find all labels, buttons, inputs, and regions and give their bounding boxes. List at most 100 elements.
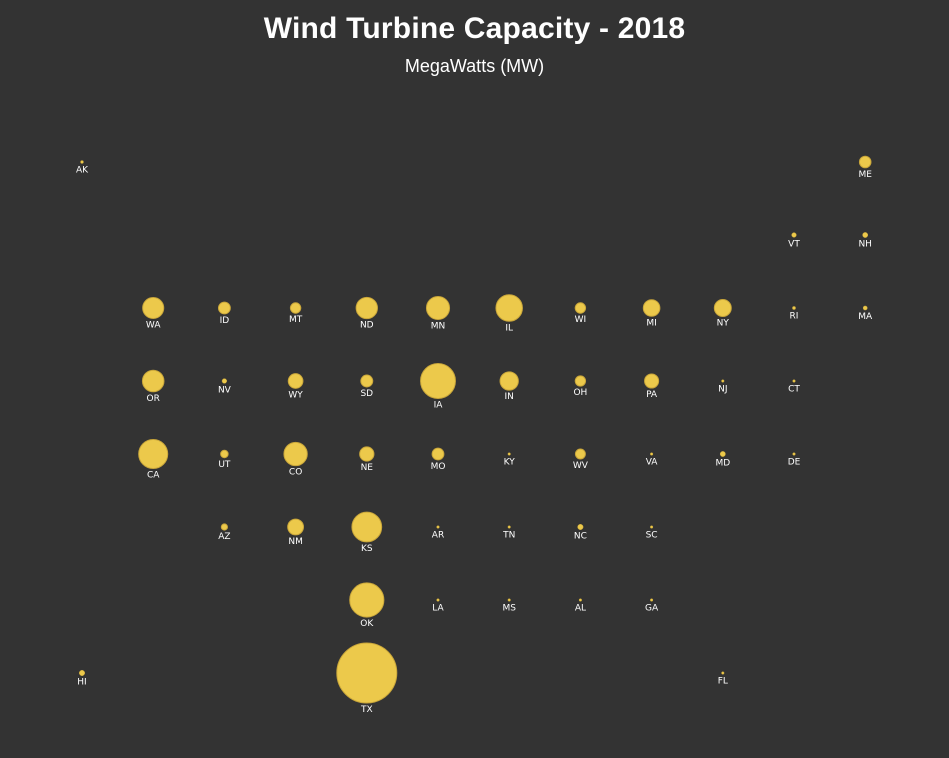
bubble-tn[interactable] (507, 525, 511, 529)
state-label-ct: CT (788, 384, 800, 394)
state-label-tx: TX (360, 705, 373, 715)
bubble-nv[interactable] (221, 378, 227, 384)
bubble-ca[interactable] (138, 438, 169, 470)
state-label-oh: OH (573, 388, 587, 398)
bubble-ar[interactable] (436, 525, 440, 529)
state-label-il: IL (505, 323, 513, 333)
state-label-ak: AK (76, 166, 89, 176)
state-label-ma: MA (858, 312, 873, 322)
bubble-ny[interactable] (713, 299, 732, 317)
state-label-ok: OK (360, 619, 374, 629)
state-label-mt: MT (289, 315, 303, 325)
bubble-la[interactable] (436, 598, 440, 602)
state-label-ks: KS (361, 544, 373, 554)
state-label-mn: MN (431, 322, 446, 332)
state-label-ne: NE (361, 463, 374, 473)
bubble-va[interactable] (650, 452, 654, 456)
state-label-in: IN (505, 392, 514, 402)
bubble-sc[interactable] (650, 525, 654, 529)
bubble-ma[interactable] (862, 305, 868, 311)
state-label-wv: WV (573, 461, 589, 471)
state-label-ca: CA (147, 471, 160, 481)
bubble-or[interactable] (141, 369, 165, 393)
state-label-sc: SC (646, 530, 658, 540)
state-label-ut: UT (218, 460, 231, 470)
bubble-md[interactable] (719, 451, 726, 457)
state-label-or: OR (147, 394, 160, 404)
bubble-nm[interactable] (287, 518, 305, 536)
state-label-nh: NH (858, 240, 872, 250)
bubble-al[interactable] (578, 598, 582, 602)
bubble-il[interactable] (495, 294, 523, 322)
state-label-hi: HI (77, 678, 86, 688)
bubble-nh[interactable] (862, 232, 869, 238)
bubble-ne[interactable] (359, 446, 375, 462)
bubble-wi[interactable] (574, 302, 587, 314)
bubble-hi[interactable] (79, 670, 85, 676)
bubble-co[interactable] (283, 441, 308, 467)
state-label-nj: NJ (718, 384, 727, 394)
bubble-ga[interactable] (650, 598, 654, 602)
state-label-nc: NC (574, 532, 587, 542)
bubble-tx[interactable] (336, 642, 398, 704)
state-label-mi: MI (646, 318, 656, 328)
bubble-ak[interactable] (80, 160, 84, 164)
state-label-nd: ND (360, 321, 374, 331)
state-label-wy: WY (288, 390, 303, 400)
state-label-de: DE (788, 457, 801, 467)
bubble-ms[interactable] (507, 598, 511, 602)
state-label-ga: GA (645, 603, 659, 613)
state-label-mo: MO (431, 462, 446, 472)
bubble-nj[interactable] (721, 379, 725, 383)
bubble-in[interactable] (499, 371, 519, 391)
bubble-ct[interactable] (792, 379, 796, 383)
bubble-wv[interactable] (574, 448, 586, 460)
state-label-va: VA (646, 457, 659, 467)
bubble-pa[interactable] (644, 373, 660, 389)
bubble-wa[interactable] (142, 296, 165, 320)
bubble-vt[interactable] (791, 232, 797, 238)
bubble-wy[interactable] (287, 373, 304, 389)
state-label-nm: NM (288, 537, 303, 547)
bubble-de[interactable] (792, 452, 796, 456)
state-label-co: CO (289, 468, 302, 478)
state-label-ar: AR (432, 530, 444, 540)
state-label-wa: WA (146, 321, 161, 331)
bubble-ok[interactable] (349, 582, 385, 618)
state-label-sd: SD (360, 389, 373, 399)
bubble-mn[interactable] (425, 295, 451, 321)
chart-subtitle: MegaWatts (MW) (404, 56, 545, 76)
bubble-mt[interactable] (289, 302, 302, 314)
bubble-ri[interactable] (792, 306, 796, 310)
state-label-nv: NV (218, 385, 232, 395)
state-label-ms: MS (502, 603, 516, 613)
state-label-me: ME (858, 170, 872, 180)
bubble-me[interactable] (858, 155, 872, 169)
bubble-nc[interactable] (577, 524, 584, 530)
bubble-ut[interactable] (220, 449, 229, 459)
bubble-sd[interactable] (360, 374, 374, 388)
state-label-la: LA (432, 603, 444, 613)
bubble-mo[interactable] (431, 447, 445, 461)
bubble-oh[interactable] (574, 375, 587, 387)
chart-title: Wind Turbine Capacity - 2018 (263, 12, 686, 45)
bubble-id[interactable] (217, 301, 231, 315)
state-label-ri: RI (790, 312, 799, 322)
state-label-md: MD (715, 459, 730, 469)
state-label-tn: TN (502, 530, 515, 540)
state-label-ny: NY (717, 319, 730, 329)
bubble-mi[interactable] (642, 299, 661, 317)
state-label-ky: KY (504, 457, 516, 467)
state-label-pa: PA (646, 390, 658, 400)
state-label-vt: VT (788, 239, 800, 249)
state-label-al: AL (575, 603, 586, 613)
bubble-ia[interactable] (420, 363, 456, 399)
bubble-nd[interactable] (355, 296, 378, 320)
bubble-ky[interactable] (507, 452, 511, 456)
bubble-fl[interactable] (721, 671, 725, 675)
state-label-ia: IA (434, 400, 444, 410)
bubble-az[interactable] (220, 523, 229, 531)
bubble-ks[interactable] (351, 511, 383, 543)
